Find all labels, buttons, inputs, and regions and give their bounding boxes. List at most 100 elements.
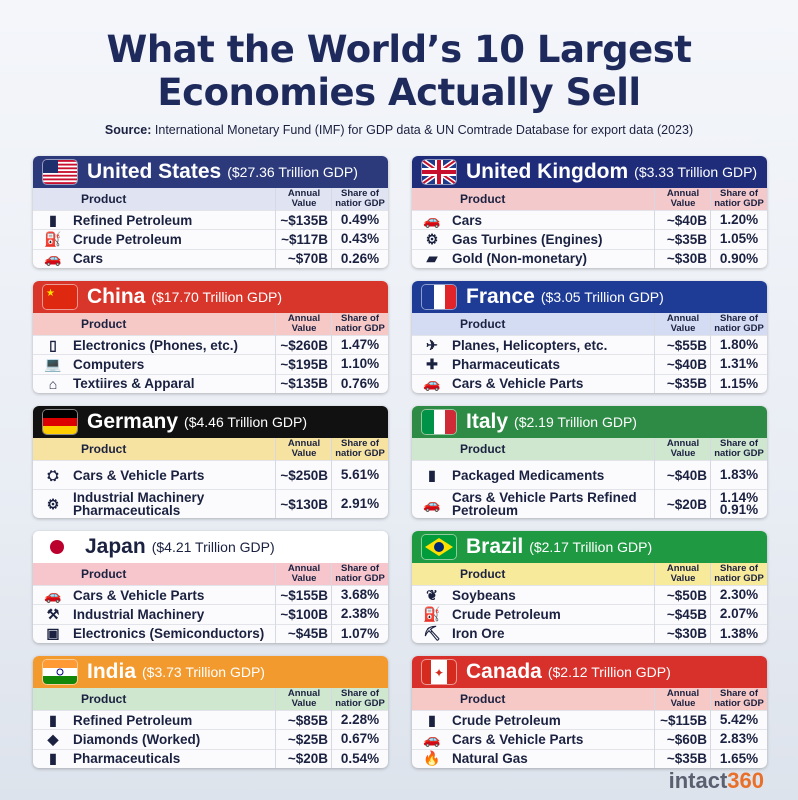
product-name: Cars bbox=[73, 251, 104, 267]
product-name: Natural Gas bbox=[452, 751, 528, 767]
product-name: Cars & Vehicle Parts Refined Petroleum bbox=[452, 490, 637, 518]
svg-text:✦: ✦ bbox=[434, 666, 444, 680]
country-header: Japan ($4.21 Trillion GDP) bbox=[33, 531, 388, 563]
annual-value-column-header: Annual Value bbox=[666, 563, 700, 584]
country-gdp: ($3.33 Trillion GDP) bbox=[634, 164, 758, 180]
car-icon: 🚗 bbox=[44, 586, 62, 603]
gdp-share: 0.76% bbox=[340, 375, 380, 391]
turbine-icon: ⚙ bbox=[425, 230, 439, 247]
table-row: ⚙ Gas Turbines (Engines) ~$35B 1.05% bbox=[412, 229, 767, 248]
share-column-header: Share of natior GDP bbox=[335, 438, 385, 459]
product-name: Crude Petroleum bbox=[73, 231, 182, 247]
annual-value: ~$115B bbox=[660, 712, 707, 728]
column-divider bbox=[654, 563, 655, 643]
annual-value: ~$135B bbox=[280, 212, 328, 228]
source-line: Source: International Monetary Fund (IMF… bbox=[0, 123, 798, 137]
column-divider bbox=[331, 313, 332, 393]
svg-text:★: ★ bbox=[46, 288, 55, 299]
table-row: ❦ Soybeans ~$50B 2.30% bbox=[412, 585, 767, 604]
product-column-header: Product bbox=[81, 692, 127, 706]
gdp-share: 1.07% bbox=[340, 625, 380, 641]
country-gdp: ($2.12 Trillion GDP) bbox=[547, 664, 671, 680]
product-name: Cars & Vehicle Parts bbox=[452, 731, 584, 747]
product-name: Electronics (Semiconductors) bbox=[73, 626, 265, 642]
country-name: China bbox=[87, 285, 146, 308]
diamond-icon: ◆ bbox=[47, 730, 59, 747]
column-divider bbox=[275, 688, 276, 768]
table-row: 🚗 Cars & Vehicle Parts ~$155B 3.68% bbox=[33, 585, 388, 604]
country-name: Canada bbox=[466, 660, 542, 683]
country-name: Japan bbox=[85, 535, 146, 558]
engine-icon: ⛭ bbox=[47, 466, 59, 483]
annual-value-column-header: Annual Value bbox=[666, 313, 700, 334]
country-gdp: ($2.19 Trillion GDP) bbox=[514, 414, 637, 430]
laptop-icon: 💻 bbox=[44, 355, 62, 372]
gdp-share: 1.83% bbox=[719, 467, 759, 482]
column-divider bbox=[275, 563, 276, 643]
annual-value: ~$155B bbox=[280, 587, 328, 603]
share-column-header: Share of natior GDP bbox=[714, 688, 764, 709]
product-name: Electronics (Phones, etc.) bbox=[73, 337, 239, 353]
gdp-share: 2.91% bbox=[340, 496, 380, 511]
product-name: Planes, Helicopters, etc. bbox=[452, 337, 608, 353]
column-divider bbox=[654, 688, 655, 768]
country-gdp: ($3.05 Trillion GDP) bbox=[540, 289, 664, 305]
gdp-share: 3.68% bbox=[340, 587, 380, 603]
product-column-header: Product bbox=[460, 317, 506, 331]
annual-value: ~$40B bbox=[666, 212, 707, 228]
product-name: Cars & Vehicle Parts bbox=[452, 376, 584, 392]
column-header-row: Product Annual Value Share of natior GDP bbox=[33, 438, 388, 460]
column-header-row: Product Annual Value Share of natior GDP bbox=[412, 563, 767, 585]
annual-value: ~$85B bbox=[287, 712, 328, 728]
column-divider bbox=[275, 313, 276, 393]
column-divider bbox=[331, 688, 332, 768]
table-row: ▮ Packaged Medicaments ~$40B 1.83% bbox=[412, 460, 767, 489]
annual-value-column-header: Annual Value bbox=[666, 188, 700, 209]
column-header-row: Product Annual Value Share of natior GDP bbox=[412, 313, 767, 335]
annual-value: ~$195B bbox=[280, 356, 328, 372]
table-row: ▮ Pharmaceuticals ~$20B 0.54% bbox=[33, 748, 388, 768]
share-column-header: Share of natior GDP bbox=[335, 563, 385, 584]
annual-value-column-header: Annual Value bbox=[666, 688, 700, 709]
product-name: Gold (Non-monetary) bbox=[452, 251, 587, 267]
country-card-fr: France ($3.05 Trillion GDP) Product Annual … bbox=[412, 281, 767, 393]
gdp-share: 0.43% bbox=[340, 231, 380, 247]
annual-value: ~$70B bbox=[287, 251, 328, 267]
page-title: What the World’s 10 Largest Economies Ac… bbox=[106, 28, 692, 114]
gdp-share: 1.14% 0.91% bbox=[719, 490, 759, 517]
country-card-de: Germany ($4.46 Trillion GDP) Product Annual… bbox=[33, 406, 388, 518]
jp-flag-icon bbox=[43, 533, 71, 561]
gdp-share: 5.42% bbox=[719, 712, 759, 728]
column-divider bbox=[710, 563, 711, 643]
car-icon: 🚗 bbox=[423, 211, 441, 228]
table-row: 🚗 Cars ~$70B 0.26% bbox=[33, 248, 388, 268]
table-row: ⚒ Industrial Machinery ~$100B 2.38% bbox=[33, 604, 388, 623]
intact360-logo: intact360 bbox=[669, 768, 764, 794]
annual-value: ~$135B bbox=[280, 376, 328, 392]
product-name: Pharmaceuticals bbox=[73, 751, 181, 767]
product-name: Refined Petroleum bbox=[73, 712, 193, 728]
annual-value-column-header: Annual Value bbox=[287, 563, 321, 584]
pill-bottle-icon: ▮ bbox=[49, 750, 57, 767]
column-header-row: Product Annual Value Share of natior GDP bbox=[412, 688, 767, 710]
table-row: ⛭ Cars & Vehicle Parts ~$250B 5.61% bbox=[33, 460, 388, 489]
gdp-share: 0.54% bbox=[340, 750, 380, 766]
column-divider bbox=[710, 313, 711, 393]
country-header: ★ China ($17.70 Trillion GDP) bbox=[33, 281, 388, 313]
country-card-it: Italy ($2.19 Trillion GDP) Product Annual V… bbox=[412, 406, 767, 518]
table-row: 💻 Computers ~$195B 1.10% bbox=[33, 354, 388, 373]
annual-value: ~$30B bbox=[666, 251, 707, 267]
product-name: Industrial Machinery bbox=[73, 606, 205, 622]
annual-value: ~$35B bbox=[666, 376, 707, 392]
column-divider bbox=[654, 188, 655, 268]
country-header: United Kingdom ($3.33 Trillion GDP) bbox=[412, 156, 767, 188]
oil-barrel-icon: ▮ bbox=[49, 711, 57, 728]
product-name: Gas Turbines (Engines) bbox=[452, 231, 603, 247]
oil-pump-icon: ⛽ bbox=[44, 230, 62, 247]
gdp-share: 1.05% bbox=[719, 231, 759, 247]
product-name: Crude Petroleum bbox=[452, 712, 561, 728]
country-header: India ($3.73 Trillion GDP) bbox=[33, 656, 388, 688]
product-column-header: Product bbox=[81, 192, 127, 206]
uk-flag-icon bbox=[422, 160, 456, 184]
gdp-share: 0.49% bbox=[340, 212, 380, 228]
